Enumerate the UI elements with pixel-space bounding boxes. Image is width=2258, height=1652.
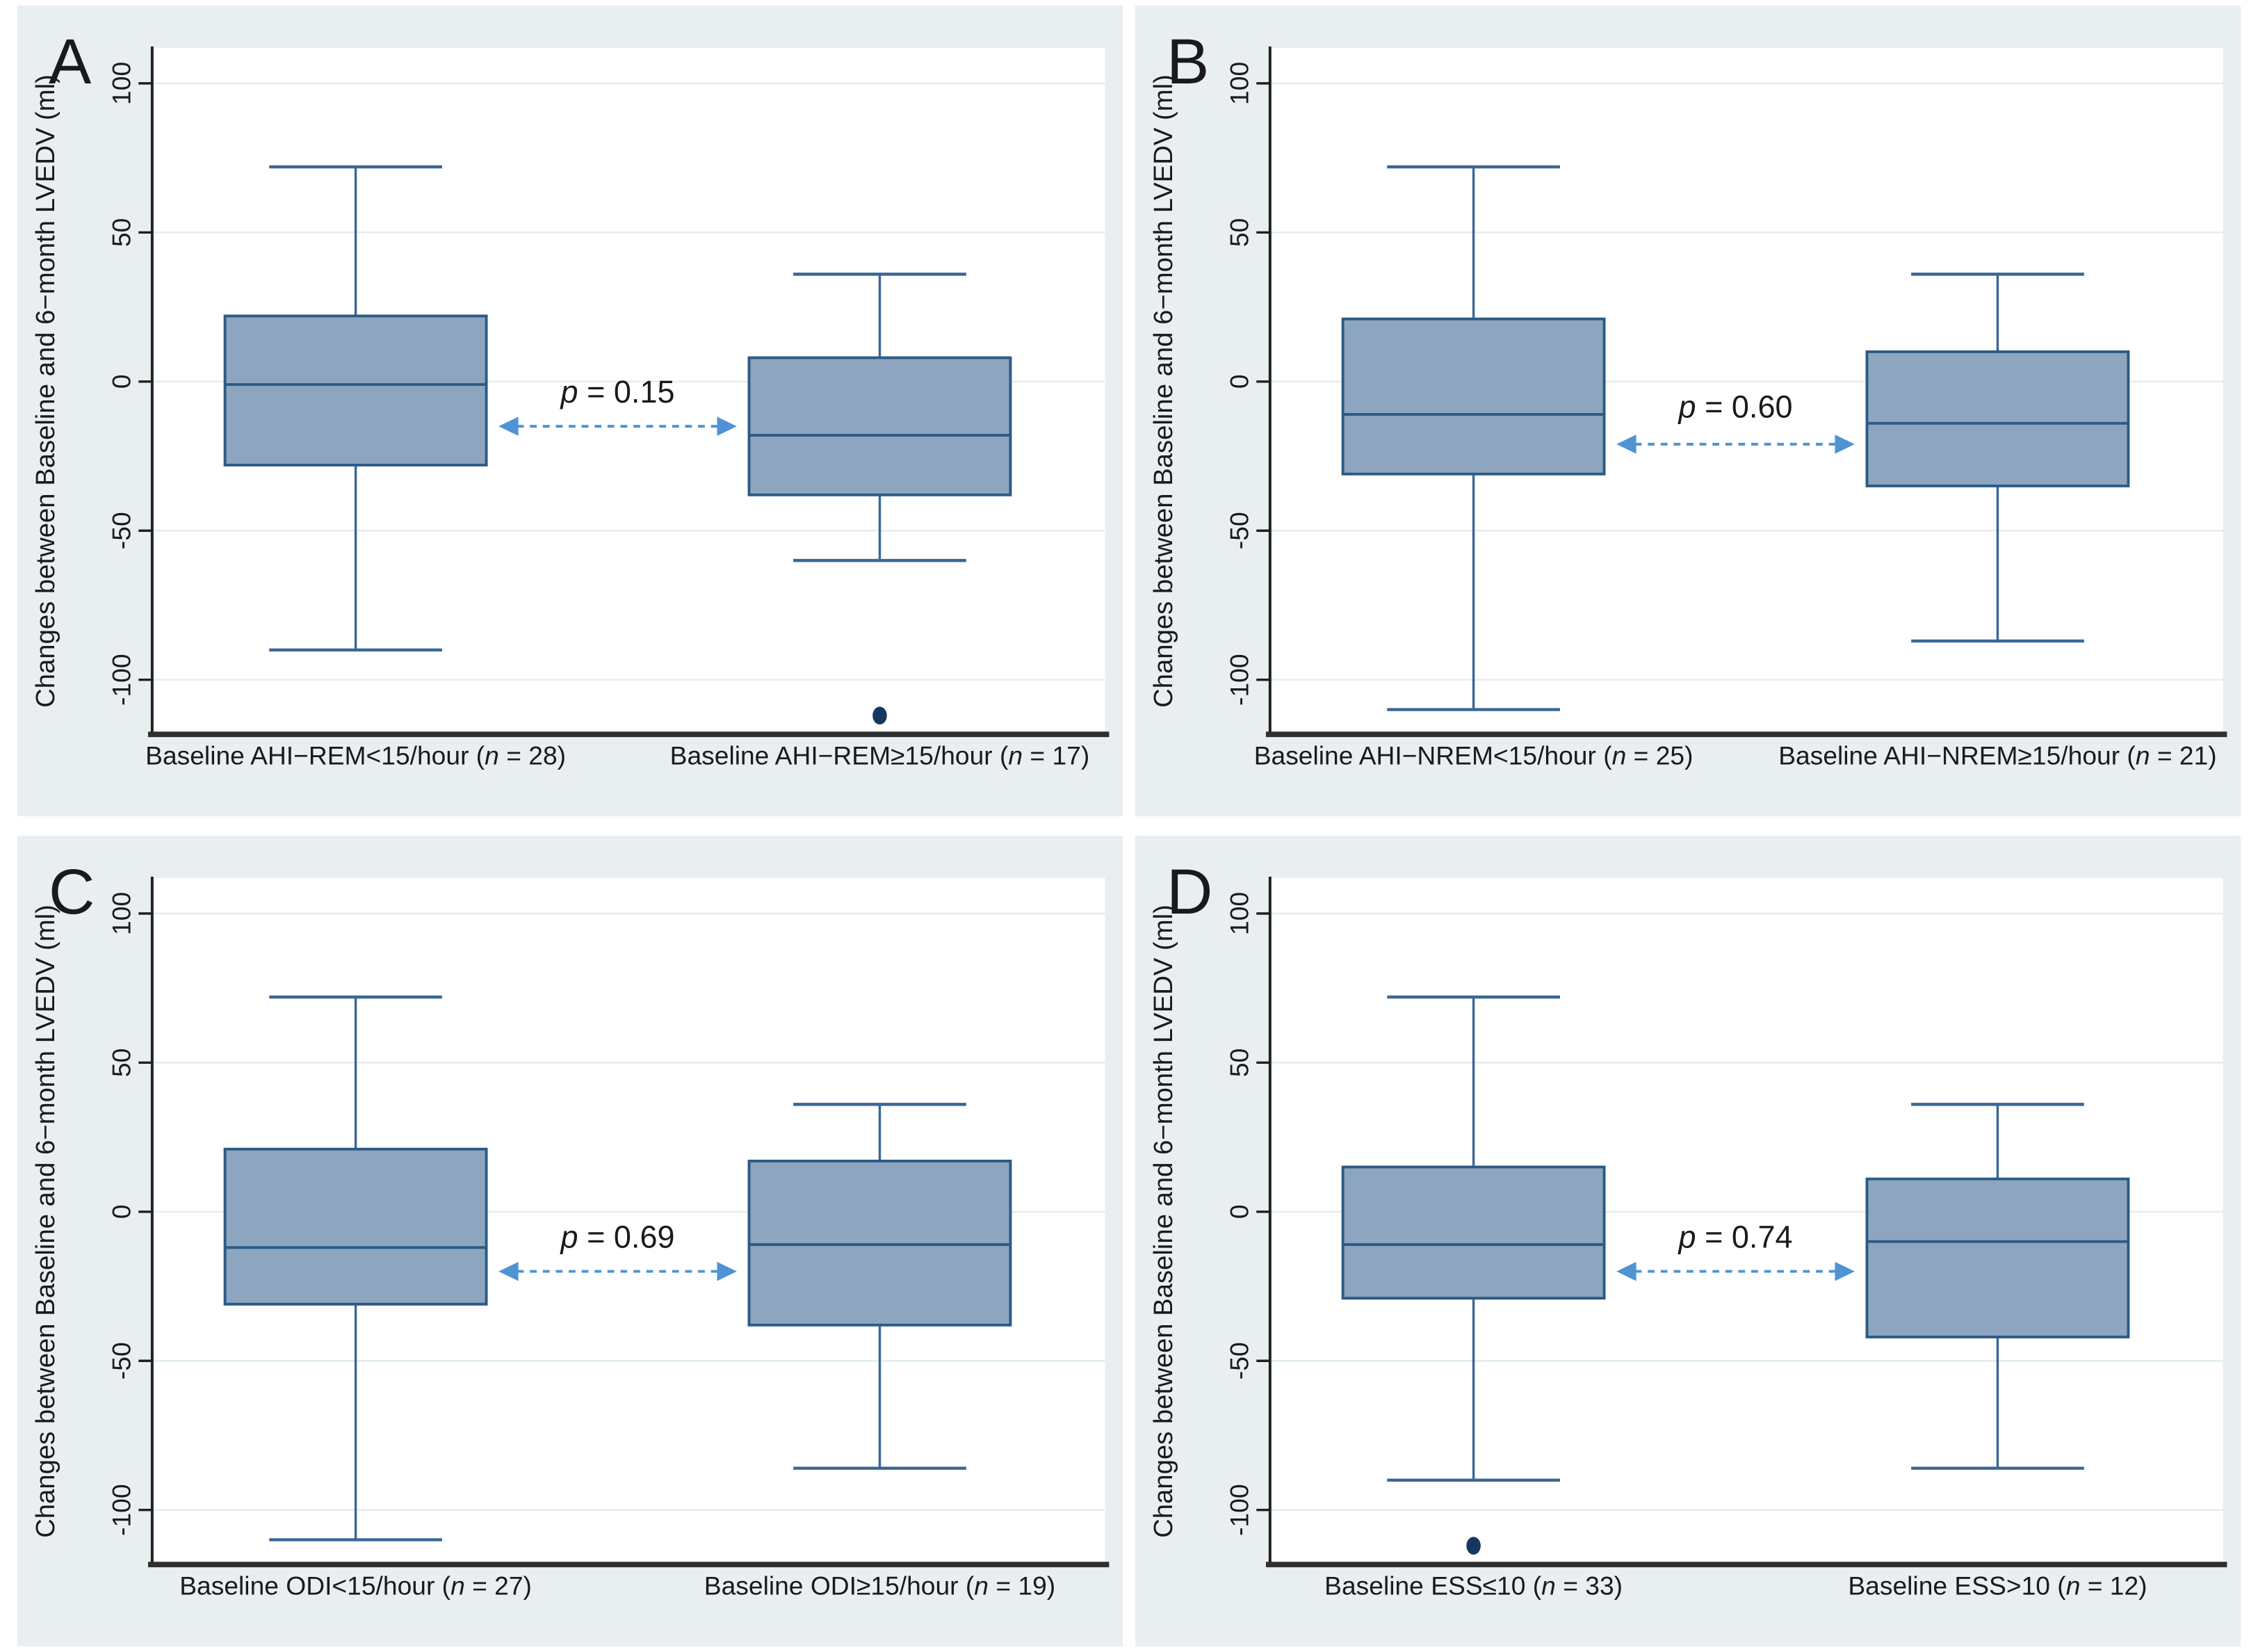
y-tick-label: -100 [1225,1484,1254,1536]
x-axis-label: Baseline ODI<15/hour (n = 27) [179,1571,532,1600]
y-axis-title: Changes between Baseline and 6−month LVE… [31,74,60,708]
arrow-head-right [717,416,737,436]
y-tick-label: 100 [107,62,136,105]
y-tick-label: 50 [1225,1048,1254,1077]
arrow-head-left [498,416,519,436]
box [1865,1177,2130,1338]
arrow-head-left [1616,1261,1636,1281]
y-tick-label: -50 [1225,512,1254,549]
arrow-head-right [717,1261,737,1281]
arrow-head-right [1835,1261,1855,1281]
box [223,314,488,467]
y-tick-label: 0 [107,1204,136,1219]
y-tick-label: 100 [107,892,136,935]
panel-b: 100 50 0 -50 -100 Changes between Baseline an… [1135,6,2241,816]
x-axis-label: Baseline AHI−NREM≥15/hour (n = 21) [1778,740,2216,770]
y-tick-label: -50 [107,1342,136,1379]
y-tick-label: 50 [1225,218,1254,247]
y-tick-label: -100 [107,654,136,706]
x-axis-label: Baseline ESS≤10 (n = 33) [1324,1571,1623,1600]
outlier-point [872,706,887,724]
x-axis-label: Baseline ODI≥15/hour (n = 19) [704,1571,1055,1600]
panel-letter: C [49,856,95,928]
y-axis-title: Changes between Baseline and 6−month LVE… [1148,74,1178,708]
box [223,1147,488,1306]
box [747,356,1012,496]
box [1341,1165,1606,1300]
y-tick-label: 0 [107,374,136,389]
p-value-label: p = 0.74 [1678,1219,1793,1254]
y-tick-label: 100 [1225,892,1254,935]
x-axis-label: Baseline AHI−REM≥15/hour (n = 17) [670,740,1090,770]
y-tick-label: -50 [107,512,136,549]
y-axis-title: Changes between Baseline and 6−month LVE… [31,905,60,1538]
y-tick-label: 0 [1225,1204,1254,1219]
y-tick-label: -100 [1225,654,1254,706]
panel-letter: D [1167,856,1212,928]
y-tick-label: -100 [107,1484,136,1536]
x-axis-label: Baseline AHI−NREM<15/hour (n = 25) [1254,740,1694,770]
panel-letter: B [1167,26,1209,97]
panel-c: 100 50 0 -50 -100 Changes between Baseline an… [17,836,1123,1646]
y-tick-label: 0 [1225,374,1254,389]
y-tick-label: 50 [107,218,136,247]
panel-a: 100 50 0 -50 -100 Changes between Baseline an… [17,6,1123,816]
x-axis-label: Baseline AHI−REM<15/hour (n = 28) [145,740,566,770]
arrow-head-right [1835,435,1855,454]
box [1865,350,2130,487]
p-value-label: p = 0.69 [560,1219,675,1254]
y-tick-label: -50 [1225,1342,1254,1379]
box [1341,317,1606,476]
arrow-head-left [1616,435,1636,454]
panel-letter: A [49,26,92,97]
x-axis-label: Baseline ESS>10 (n = 12) [1848,1571,2147,1600]
y-tick-label: 50 [107,1048,136,1077]
y-tick-label: 100 [1225,62,1254,105]
p-value-label: p = 0.15 [560,374,675,410]
arrow-head-left [498,1261,519,1281]
panel-d: 100 50 0 -50 -100 Changes between Baseline an… [1135,836,2241,1646]
box [747,1159,1012,1327]
y-axis-title: Changes between Baseline and 6−month LVE… [1148,905,1178,1538]
p-value-label: p = 0.60 [1678,389,1793,424]
outlier-point [1466,1537,1481,1555]
